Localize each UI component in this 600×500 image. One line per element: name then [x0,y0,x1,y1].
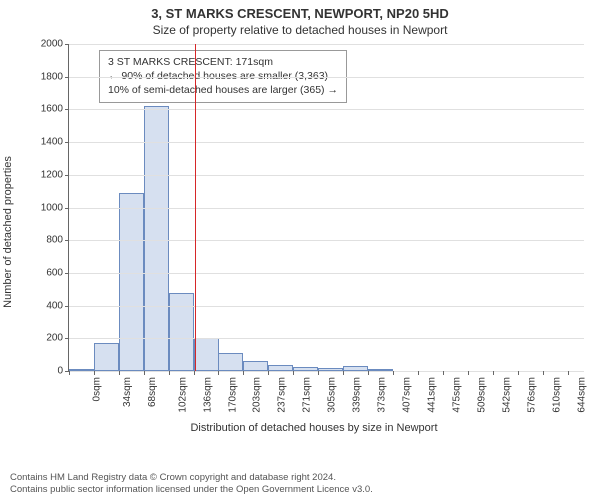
x-axis-label: Distribution of detached houses by size … [44,422,584,434]
page-title: 3, ST MARKS CRESCENT, NEWPORT, NP20 5HD [0,0,600,21]
plot-area: 3 ST MARKS CRESCENT: 171sqm ← 90% of det… [68,44,584,372]
callout-line3: 10% of semi-detached houses are larger (… [108,83,338,97]
grid-line [69,371,584,372]
footer-attribution: Contains HM Land Registry data © Crown c… [10,472,373,496]
x-tick [568,371,569,375]
x-tick [468,371,469,375]
y-tick-label: 1200 [41,169,69,180]
x-tick [144,371,145,375]
histogram-bar [119,193,144,371]
x-tick [393,371,394,375]
x-tick-label: 271sqm [302,377,313,413]
x-tick-label: 610sqm [551,377,562,413]
x-tick-label: 237sqm [277,377,288,413]
x-tick [518,371,519,375]
x-tick-label: 542sqm [501,377,512,413]
y-tick-label: 1000 [41,202,69,213]
grid-line [69,109,584,110]
property-marker-line [195,44,196,371]
grid-line [69,77,584,78]
y-tick-label: 2000 [41,39,69,50]
x-tick [543,371,544,375]
x-tick-label: 509sqm [477,377,488,413]
histogram-bar [144,106,169,371]
x-tick-label: 305sqm [327,377,338,413]
x-tick-label: 68sqm [147,377,158,407]
x-tick [94,371,95,375]
grid-line [69,208,584,209]
grid-line [69,273,584,274]
x-tick [268,371,269,375]
x-tick-label: 136sqm [203,377,214,413]
x-tick [243,371,244,375]
grid-line [69,44,584,45]
grid-line [69,142,584,143]
x-tick [318,371,319,375]
footer-line1: Contains HM Land Registry data © Crown c… [10,472,373,484]
page-subtitle: Size of property relative to detached ho… [0,21,600,37]
x-tick [443,371,444,375]
y-tick-label: 200 [46,333,69,344]
x-tick-label: 0sqm [91,377,102,401]
x-tick [493,371,494,375]
x-tick [69,371,70,375]
y-tick-label: 1400 [41,137,69,148]
histogram-bar [194,338,219,371]
histogram-bar [94,343,119,371]
x-tick [293,371,294,375]
histogram-bar [169,293,194,371]
grid-line [69,306,584,307]
x-tick [119,371,120,375]
y-tick-label: 800 [46,235,69,246]
footer-line2: Contains public sector information licen… [10,484,373,496]
y-tick-label: 1800 [41,71,69,82]
y-tick-label: 400 [46,300,69,311]
x-tick-label: 203sqm [252,377,263,413]
x-tick [368,371,369,375]
y-tick-label: 0 [57,366,69,377]
histogram-bar [218,353,243,371]
y-axis-label: Number of detached properties [2,156,14,308]
x-tick-label: 441sqm [427,377,438,413]
histogram-bar [243,361,268,371]
x-tick [169,371,170,375]
y-tick-label: 600 [46,267,69,278]
x-tick-label: 475sqm [452,377,463,413]
x-tick-label: 576sqm [526,377,537,413]
x-tick-label: 170sqm [228,377,239,413]
x-tick-label: 407sqm [402,377,413,413]
x-tick-label: 373sqm [377,377,388,413]
callout-line1: 3 ST MARKS CRESCENT: 171sqm [108,55,338,69]
y-tick-label: 1600 [41,104,69,115]
x-tick [343,371,344,375]
x-tick [218,371,219,375]
grid-line [69,240,584,241]
x-tick [418,371,419,375]
x-tick-label: 644sqm [576,377,587,413]
x-tick-label: 102sqm [178,377,189,413]
grid-line [69,175,584,176]
histogram-chart: Number of detached properties 3 ST MARKS… [44,44,584,420]
x-tick-label: 339sqm [352,377,363,413]
grid-line [69,338,584,339]
x-tick [194,371,195,375]
x-tick-label: 34sqm [122,377,133,407]
